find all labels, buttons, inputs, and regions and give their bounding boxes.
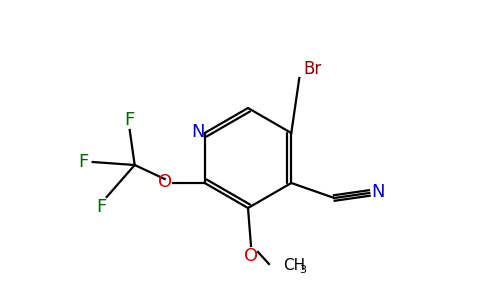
Text: O: O [244,247,258,265]
Text: 3: 3 [299,265,306,275]
Text: N: N [191,123,204,141]
Text: F: F [78,153,89,171]
Text: Br: Br [303,60,321,78]
Text: F: F [124,111,135,129]
Text: N: N [372,183,385,201]
Text: F: F [97,198,107,216]
Text: O: O [158,173,172,191]
Text: CH: CH [283,259,305,274]
